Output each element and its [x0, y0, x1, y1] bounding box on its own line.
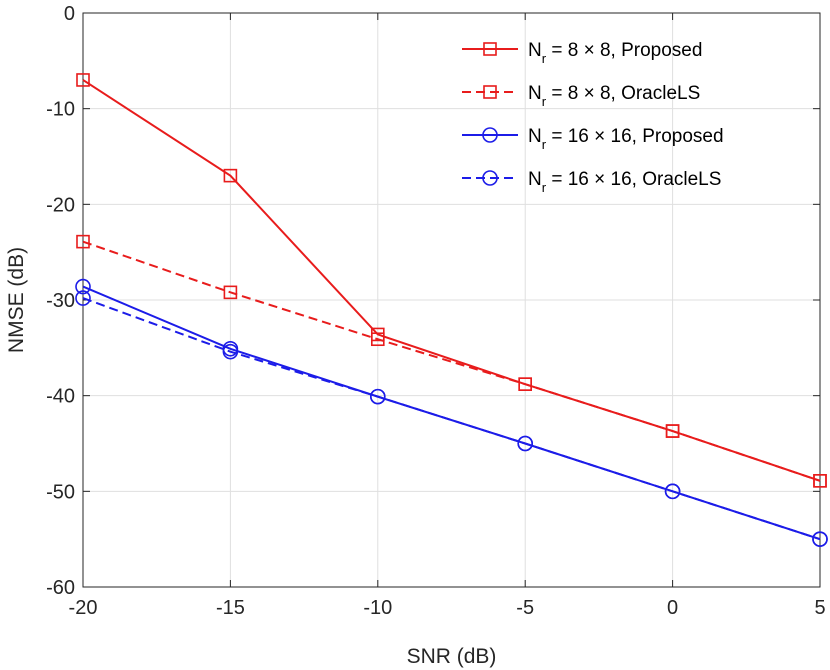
y-tick-label: -50 [46, 481, 75, 503]
series-4 [75, 290, 828, 547]
data-point-marker [517, 435, 534, 452]
series-line [82, 240, 821, 482]
axes [82, 12, 821, 588]
data-point-marker [223, 168, 238, 183]
x-tick-label: 0 [667, 597, 678, 619]
data-point-marker [76, 73, 90, 87]
legend-entry-3: Nr = 16 × 16, Proposed [462, 126, 724, 152]
series-2 [76, 234, 827, 488]
legend-label: Nr = 16 × 16, Proposed [528, 126, 724, 152]
data-point-marker [813, 474, 827, 488]
y-tick-label: 0 [64, 3, 75, 25]
y-tick-label: -30 [46, 290, 75, 312]
plot-series [75, 73, 828, 547]
data-point-marker [223, 285, 238, 300]
y-tick-label: -60 [46, 577, 75, 599]
data-point-marker [75, 278, 91, 295]
legend-marker [482, 127, 498, 143]
data-point-marker [370, 332, 385, 347]
data-point-marker [664, 483, 681, 500]
x-tick-label: -15 [216, 597, 245, 619]
legend-label: Nr = 8 × 8, OracleLS [528, 83, 700, 109]
legend: Nr = 8 × 8, Proposed Nr = 8 × 8, OracleLS… [462, 40, 724, 195]
series-line [82, 297, 821, 541]
legend-entry-2: Nr = 8 × 8, OracleLS [462, 83, 700, 109]
data-point-marker [369, 388, 386, 405]
x-tick-label: 5 [814, 597, 825, 619]
legend-label: Nr = 16 × 16, OracleLS [528, 169, 721, 195]
x-axis-label: SNR (dB) [407, 645, 497, 668]
x-tick-label: -20 [69, 597, 98, 619]
series-3 [75, 278, 828, 547]
tick-labels: -20 -15 -10 -5 0 50-10-20-30-40-50-60 [46, 3, 825, 619]
data-point-marker [222, 343, 239, 360]
series-line [82, 285, 821, 541]
y-tick-label: -40 [46, 386, 75, 408]
x-tick-label: -5 [516, 597, 534, 619]
data-point-marker [665, 424, 680, 438]
legend-entry-1: Nr = 8 × 8, Proposed [462, 40, 702, 66]
legend-label: Nr = 8 × 8, Proposed [528, 40, 702, 66]
data-point-marker [76, 234, 90, 249]
legend-marker [482, 170, 498, 186]
data-point-marker [518, 377, 533, 391]
grid [82, 12, 821, 588]
y-tick-label: -20 [46, 194, 75, 216]
x-tick-label: -10 [363, 597, 392, 619]
data-point-marker [812, 531, 828, 547]
legend-entry-4: Nr = 16 × 16, OracleLS [462, 169, 721, 195]
y-tick-label: -10 [46, 99, 75, 121]
data-point-marker [75, 290, 91, 306]
legend-marker [483, 85, 497, 99]
legend-marker [483, 42, 497, 56]
y-axis-label: NMSE (dB) [5, 247, 28, 353]
